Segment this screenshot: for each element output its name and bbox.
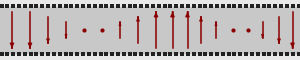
Bar	[0, 7, 300, 53]
